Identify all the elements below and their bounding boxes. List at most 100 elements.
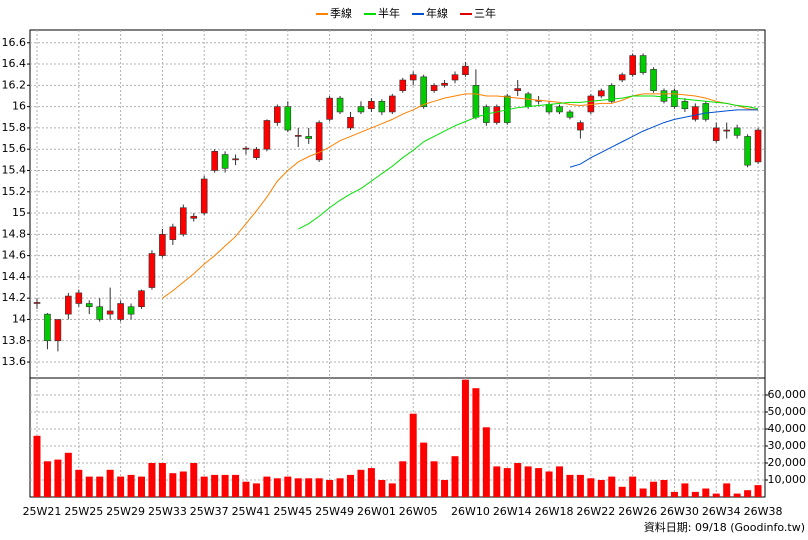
volume-bar: [169, 473, 177, 497]
ma-line: [569, 109, 759, 168]
x-tick-label: 26W26: [618, 505, 657, 518]
y-tick-label: 14: [12, 312, 26, 325]
candle-body: [462, 65, 469, 75]
x-tick-label: 25W33: [148, 505, 187, 518]
candle-body: [744, 136, 751, 166]
x-tick-label: 26W34: [702, 505, 741, 518]
volume-bar: [378, 480, 386, 497]
candle-body: [524, 93, 532, 107]
volume-bar: [305, 478, 313, 497]
x-tick-label: 26W18: [535, 505, 574, 518]
volume-bar: [608, 476, 616, 497]
candle-body: [702, 103, 710, 120]
legend-label: 季線: [330, 6, 352, 20]
candle-body: [159, 234, 166, 256]
source-note: 資料日期: 09/18 (Goodinfo.tw): [644, 520, 805, 534]
candle-body: [441, 82, 448, 86]
volume-bar: [127, 474, 135, 497]
candle-body: [608, 85, 616, 102]
candle-body: [117, 303, 124, 320]
volume-bar: [409, 413, 417, 497]
volume-bar: [482, 427, 490, 497]
candle-body: [127, 306, 135, 315]
candle-body: [274, 106, 281, 123]
candle-body: [326, 97, 333, 120]
volume-bar: [576, 474, 584, 497]
volume-bar: [712, 493, 720, 497]
candle-body: [618, 74, 626, 81]
volume-bar: [650, 481, 658, 497]
volume-bar: [85, 476, 93, 497]
candle-body: [85, 303, 93, 307]
volume-bar: [388, 483, 396, 497]
candle-body: [54, 319, 62, 342]
candle-body: [336, 97, 344, 113]
candle-body: [514, 88, 522, 91]
candle-body: [294, 135, 302, 137]
volume-bar: [587, 478, 595, 497]
y-tick-label: 15.2: [2, 185, 27, 198]
y-tick-label: 16: [12, 100, 26, 113]
y-tick-label: 16.6: [2, 36, 27, 49]
x-tick-label: 25W37: [190, 505, 229, 518]
volume-bar: [190, 463, 198, 497]
volume-bar: [597, 480, 605, 497]
volume-bar: [461, 379, 469, 497]
candle-body: [388, 95, 396, 113]
candle-body: [723, 129, 731, 132]
candle-body: [597, 90, 605, 97]
candle-body: [650, 69, 657, 91]
candle-body: [180, 207, 187, 235]
volume-bar: [681, 483, 689, 497]
volume-bar: [242, 481, 250, 497]
volume-bar: [420, 442, 428, 497]
candle-body: [399, 79, 407, 91]
volume-bar: [96, 476, 104, 497]
y-tick-label: 16.4: [2, 57, 27, 70]
x-tick-label: 25W25: [64, 505, 103, 518]
x-tick-label: 25W45: [273, 505, 312, 518]
candle-body: [556, 106, 563, 113]
y-tick-label: 16.2: [2, 78, 27, 91]
legend-label: 半年: [378, 6, 400, 20]
candle-body: [577, 122, 584, 131]
legend-label: 年線: [426, 6, 448, 20]
candle-body: [368, 101, 375, 110]
volume-bar: [158, 463, 166, 497]
volume-bar: [54, 459, 62, 497]
candle-body: [629, 55, 636, 75]
volume-bar: [629, 476, 637, 497]
candle-body: [754, 129, 762, 163]
candle-body: [200, 178, 208, 214]
candle-body: [378, 101, 386, 113]
x-tick-label: 26W30: [660, 505, 699, 518]
candle-body: [692, 106, 699, 120]
volume-bar: [138, 476, 145, 497]
volume-bar: [733, 493, 741, 497]
y-tick-label: 14.4: [2, 270, 27, 283]
volume-bar: [326, 480, 334, 497]
volume-bar: [441, 480, 449, 497]
volume-bar: [503, 468, 511, 497]
volume-bar: [691, 491, 699, 497]
volume-bar: [367, 468, 375, 497]
volume-bar: [472, 388, 480, 497]
candle-body: [347, 116, 354, 129]
candle-body: [169, 226, 177, 240]
volume-bar: [566, 474, 574, 497]
y2-tick-label: 30,000: [768, 439, 807, 452]
y-tick-label: 15.4: [2, 163, 27, 176]
candle-body: [284, 106, 292, 131]
x-tick-label: 25W29: [106, 505, 145, 518]
candle-body: [263, 120, 271, 150]
candle-body: [733, 127, 741, 136]
ma-line: [298, 95, 759, 230]
volume-bar: [263, 476, 271, 497]
volume-bar: [545, 471, 553, 497]
volume-bar: [284, 476, 292, 497]
volume-bar: [723, 483, 731, 497]
candle-body: [106, 310, 114, 315]
y2-tick-label: 20,000: [768, 456, 807, 469]
